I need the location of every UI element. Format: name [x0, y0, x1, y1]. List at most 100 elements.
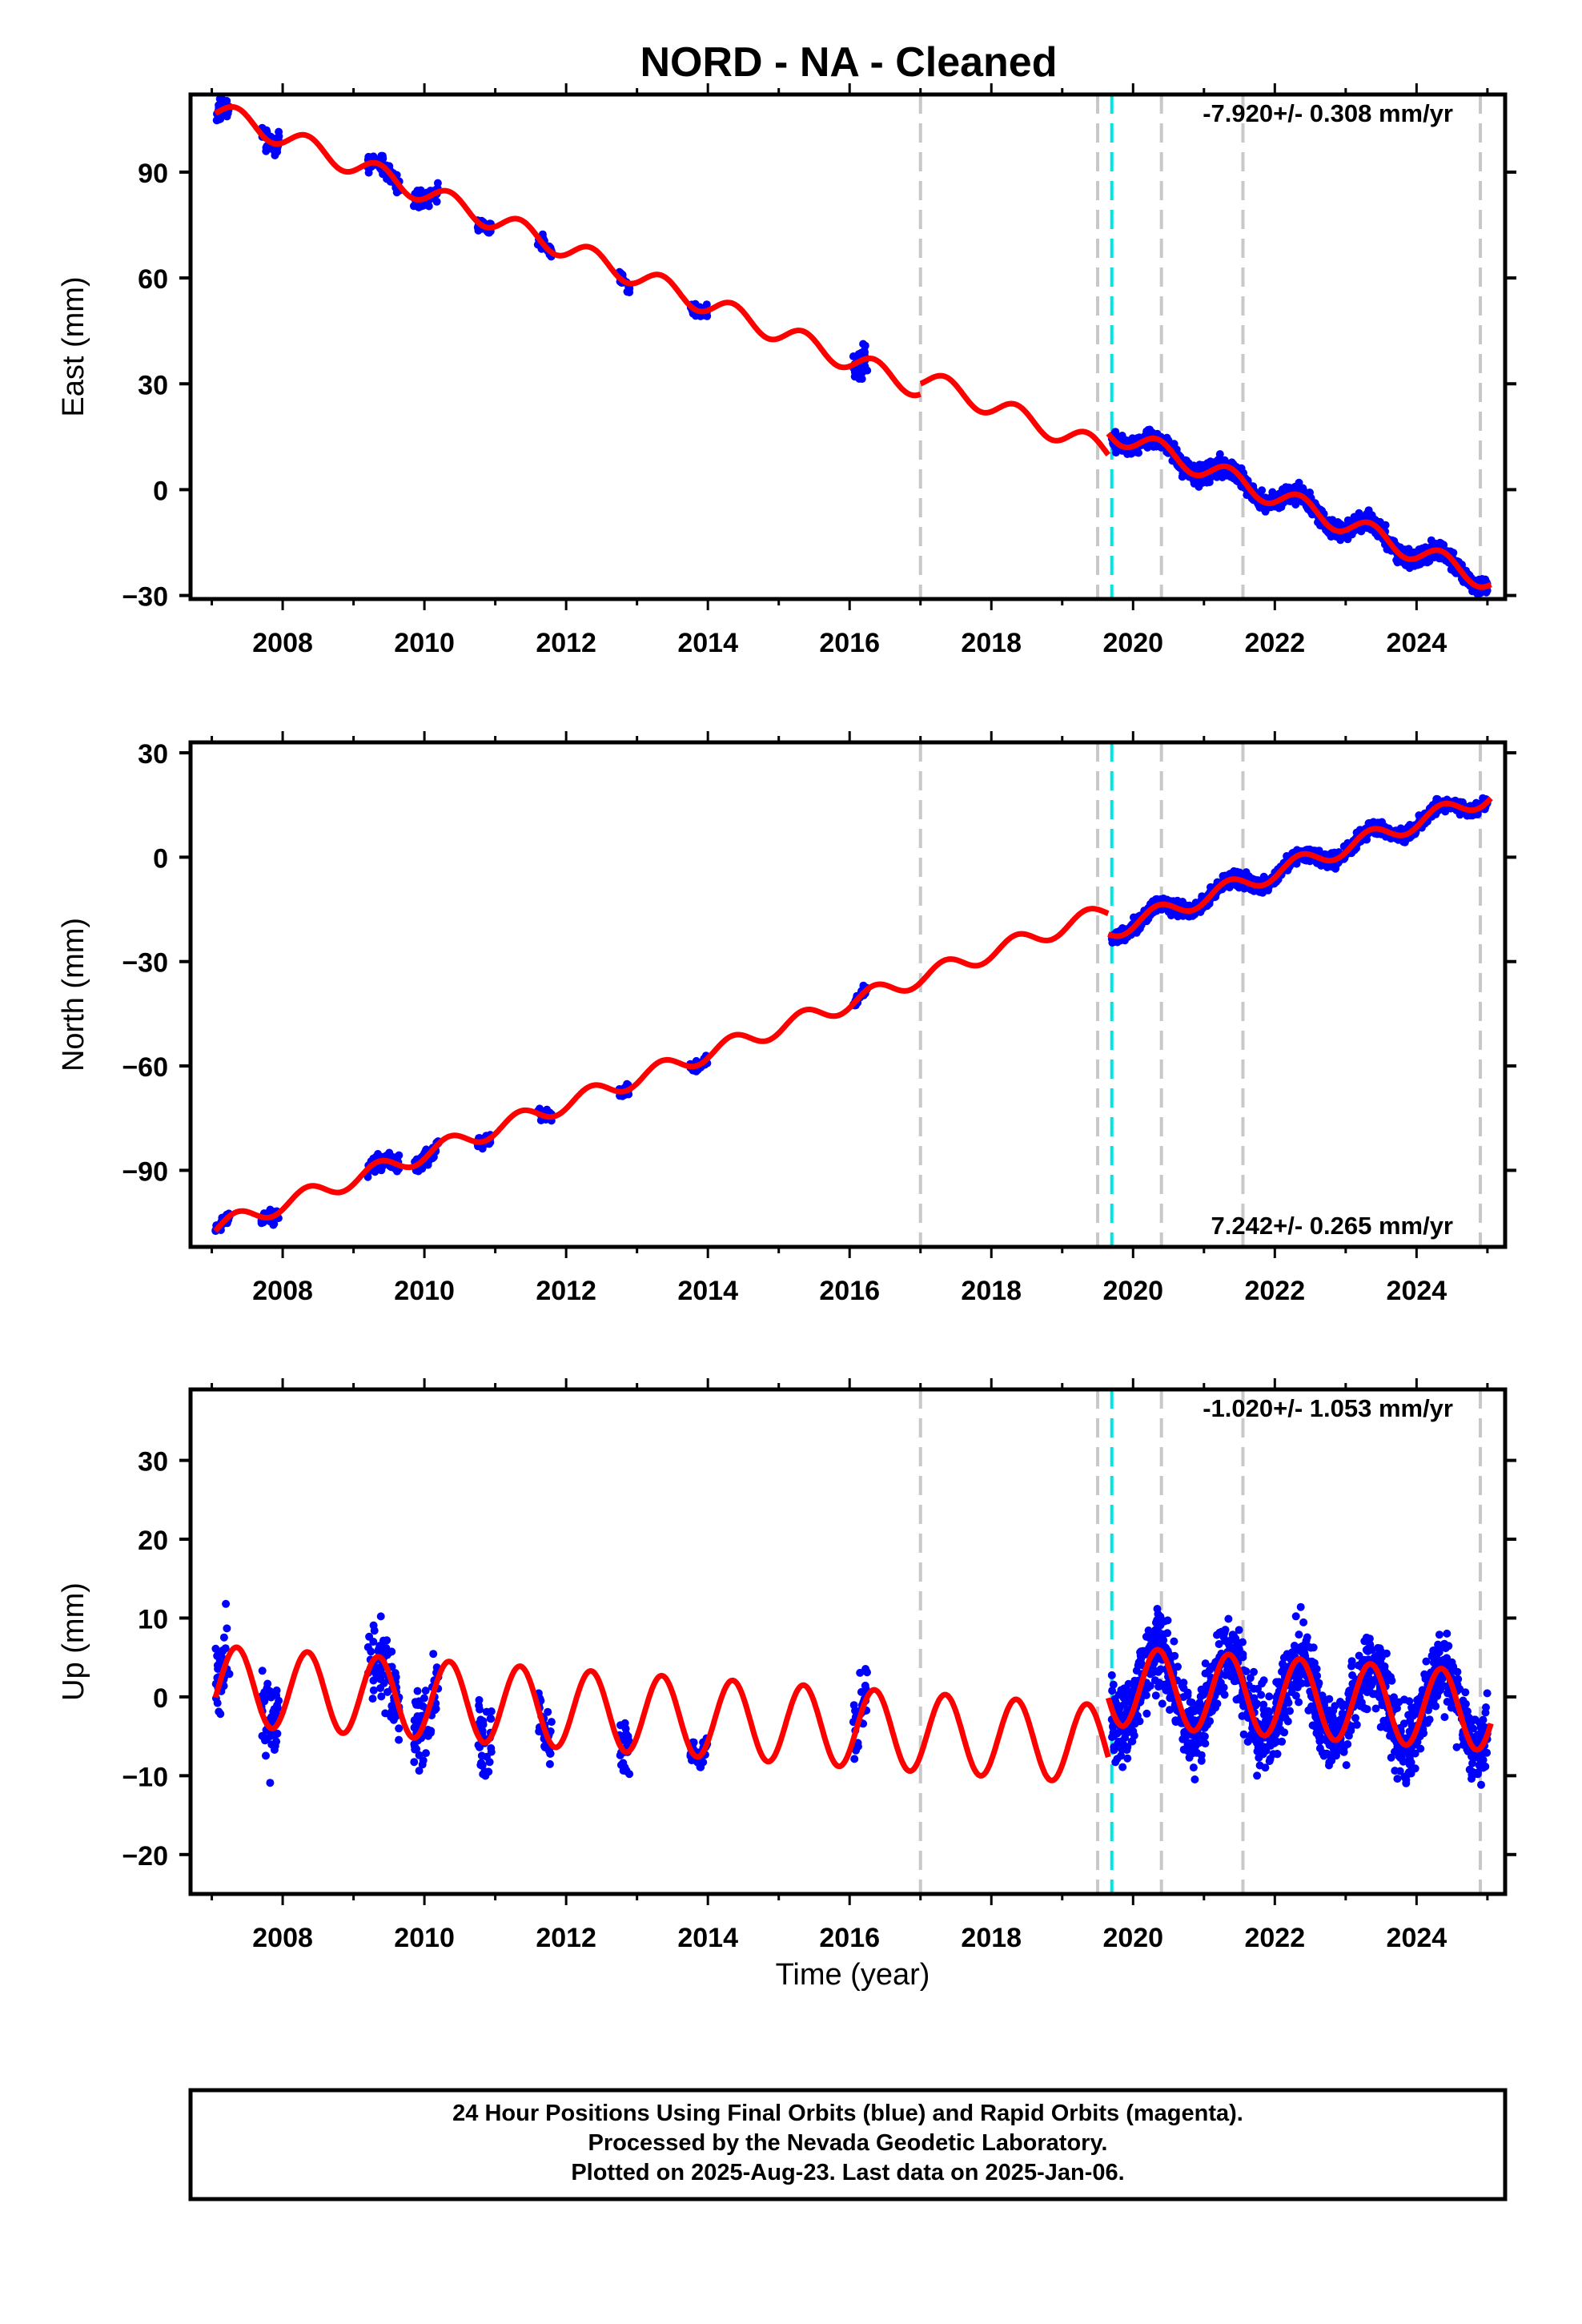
data-point	[482, 1707, 491, 1716]
data-point	[377, 1692, 386, 1701]
data-point	[479, 1770, 488, 1779]
data-point	[1158, 1699, 1166, 1708]
data-point	[476, 1761, 485, 1769]
model-curve	[1106, 432, 1492, 590]
data-point	[387, 1712, 396, 1721]
data-point	[364, 168, 373, 177]
data-point	[850, 1755, 859, 1763]
data-point	[421, 1687, 430, 1695]
data-point	[1295, 1630, 1303, 1639]
y-tick-label: 30	[138, 739, 168, 770]
data-point	[1291, 1612, 1300, 1621]
data-point	[261, 1733, 270, 1742]
data-point	[413, 1687, 422, 1695]
data-point	[1142, 1709, 1151, 1718]
x-tick-label: 2008	[252, 628, 313, 658]
data-point	[1170, 1637, 1178, 1646]
x-tick-label: 2014	[677, 1276, 738, 1306]
data-point	[369, 1638, 378, 1646]
data-point	[1364, 511, 1372, 520]
data-point	[376, 1612, 385, 1621]
data-point	[429, 1650, 438, 1659]
x-tick-label: 2022	[1244, 1276, 1305, 1306]
y-tick-label: 60	[138, 264, 168, 295]
data-point	[387, 1702, 396, 1711]
data-point	[1179, 1679, 1188, 1687]
data-point	[1461, 1688, 1470, 1697]
data-point	[374, 1646, 383, 1654]
x-tick-label: 2016	[819, 1276, 880, 1306]
data-point	[267, 1713, 275, 1722]
data-point	[375, 1669, 383, 1678]
data-point	[275, 1696, 283, 1705]
data-point	[395, 1735, 404, 1744]
x-tick-label: 2020	[1102, 628, 1163, 658]
data-point	[223, 1624, 231, 1633]
data-point	[487, 1747, 496, 1756]
data-point	[1299, 1618, 1308, 1626]
data-point	[624, 1732, 632, 1741]
data-point	[1296, 1602, 1305, 1611]
data-point	[369, 1621, 378, 1630]
data-point	[367, 1647, 375, 1656]
data-point	[1378, 818, 1387, 826]
data-point	[369, 1676, 378, 1685]
data-point	[616, 1721, 624, 1730]
data-point	[222, 1599, 231, 1608]
data-point	[215, 1707, 223, 1716]
x-tick-label: 2010	[394, 628, 455, 658]
data-point	[383, 1636, 391, 1645]
data-point	[1130, 1719, 1139, 1728]
data-point	[1259, 1676, 1268, 1685]
data-point	[1343, 535, 1352, 544]
data-point	[475, 1701, 484, 1710]
data-point	[392, 188, 401, 197]
data-point	[546, 1749, 555, 1758]
x-tick-label: 2008	[252, 1276, 313, 1306]
data-point	[1440, 1713, 1449, 1722]
data-point	[1190, 479, 1199, 488]
data-point	[212, 116, 221, 125]
data-point	[368, 1695, 377, 1703]
x-tick-label: 2016	[819, 628, 880, 658]
data-point	[369, 1686, 378, 1695]
data-point	[625, 1770, 634, 1779]
data-point	[378, 151, 387, 160]
data-point	[263, 1684, 271, 1693]
data-point	[258, 1667, 267, 1675]
data-point	[415, 1697, 424, 1706]
data-point	[1107, 1671, 1116, 1679]
data-point	[219, 1633, 228, 1642]
data-point	[486, 1715, 495, 1723]
data-point	[395, 1724, 404, 1733]
data-point	[860, 364, 869, 372]
y-axis-label: East (mm)	[57, 276, 90, 416]
data-point	[272, 1686, 281, 1695]
data-point	[1151, 1691, 1160, 1700]
data-point	[1201, 1659, 1210, 1668]
rate-label: -7.920+/- 0.308 mm/yr	[1203, 99, 1453, 127]
data-point	[418, 1760, 427, 1769]
data-point	[1400, 1695, 1408, 1704]
data-point	[1265, 1692, 1274, 1701]
data-point	[218, 1648, 227, 1657]
x-tick-label: 2020	[1102, 1276, 1163, 1306]
y-axis-label: North (mm)	[57, 918, 90, 1072]
x-tick-label: 2014	[677, 628, 738, 658]
data-point	[545, 1759, 554, 1768]
data-point	[379, 170, 387, 179]
data-point	[271, 145, 280, 154]
y-tick-label: −30	[122, 582, 168, 613]
data-point	[267, 1693, 275, 1702]
data-point	[625, 284, 634, 293]
data-point	[699, 1758, 708, 1767]
x-tick-label: 2012	[536, 1276, 596, 1306]
data-point	[861, 1665, 870, 1673]
y-tick-label: 30	[138, 370, 168, 400]
y-tick-label: −30	[122, 948, 168, 979]
data-point	[849, 352, 857, 360]
data-point	[364, 152, 373, 161]
